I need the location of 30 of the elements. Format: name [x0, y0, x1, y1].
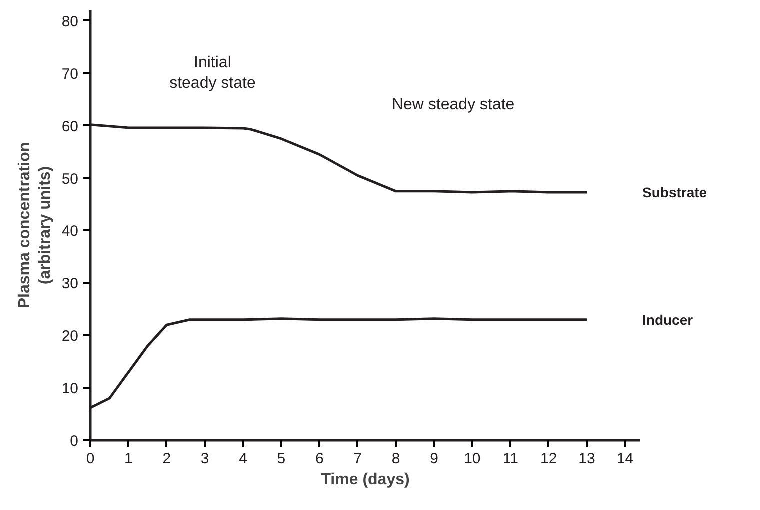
x-tick-label: 0 [86, 450, 95, 468]
y-tick-label: 30 [62, 276, 79, 293]
x-tick-label: 11 [502, 450, 518, 468]
annotation: New steady state [392, 96, 515, 114]
x-tick-label: 2 [162, 450, 172, 468]
y-tick-label: 80 [62, 13, 79, 30]
x-tick-label: 6 [315, 450, 324, 468]
x-tick-label: 12 [540, 450, 558, 468]
y-tick-label: 40 [62, 223, 79, 240]
annotation: Initial steady state [170, 54, 256, 92]
x-tick-label: 3 [200, 450, 210, 468]
x-tick-label: 14 [616, 450, 634, 468]
x-tick-label: 5 [277, 450, 286, 468]
x-tick-label: 7 [354, 450, 362, 468]
x-tick-label: 8 [392, 450, 400, 468]
x-tick-label: 10 [464, 450, 481, 468]
x-axis-title: Time (days) [321, 472, 410, 488]
text: Substrate [642, 184, 708, 200]
y-tick-label: 60 [62, 118, 79, 136]
y-tick-label: 50 [62, 170, 79, 188]
y-tick-label: 20 [62, 328, 79, 346]
x-tick-label: 9 [430, 450, 438, 468]
x-tick-label: 13 [578, 450, 596, 468]
y-tick-label: 0 [70, 433, 78, 450]
x-tick-label: 1 [124, 450, 133, 468]
text: Inducer [642, 312, 694, 328]
x-tick-label: 4 [239, 450, 248, 468]
y-tick-label: 10 [62, 380, 79, 398]
y-axis-title: Plasma concentration (arbitrary units) [16, 142, 54, 309]
y-tick-label: 70 [62, 66, 79, 83]
